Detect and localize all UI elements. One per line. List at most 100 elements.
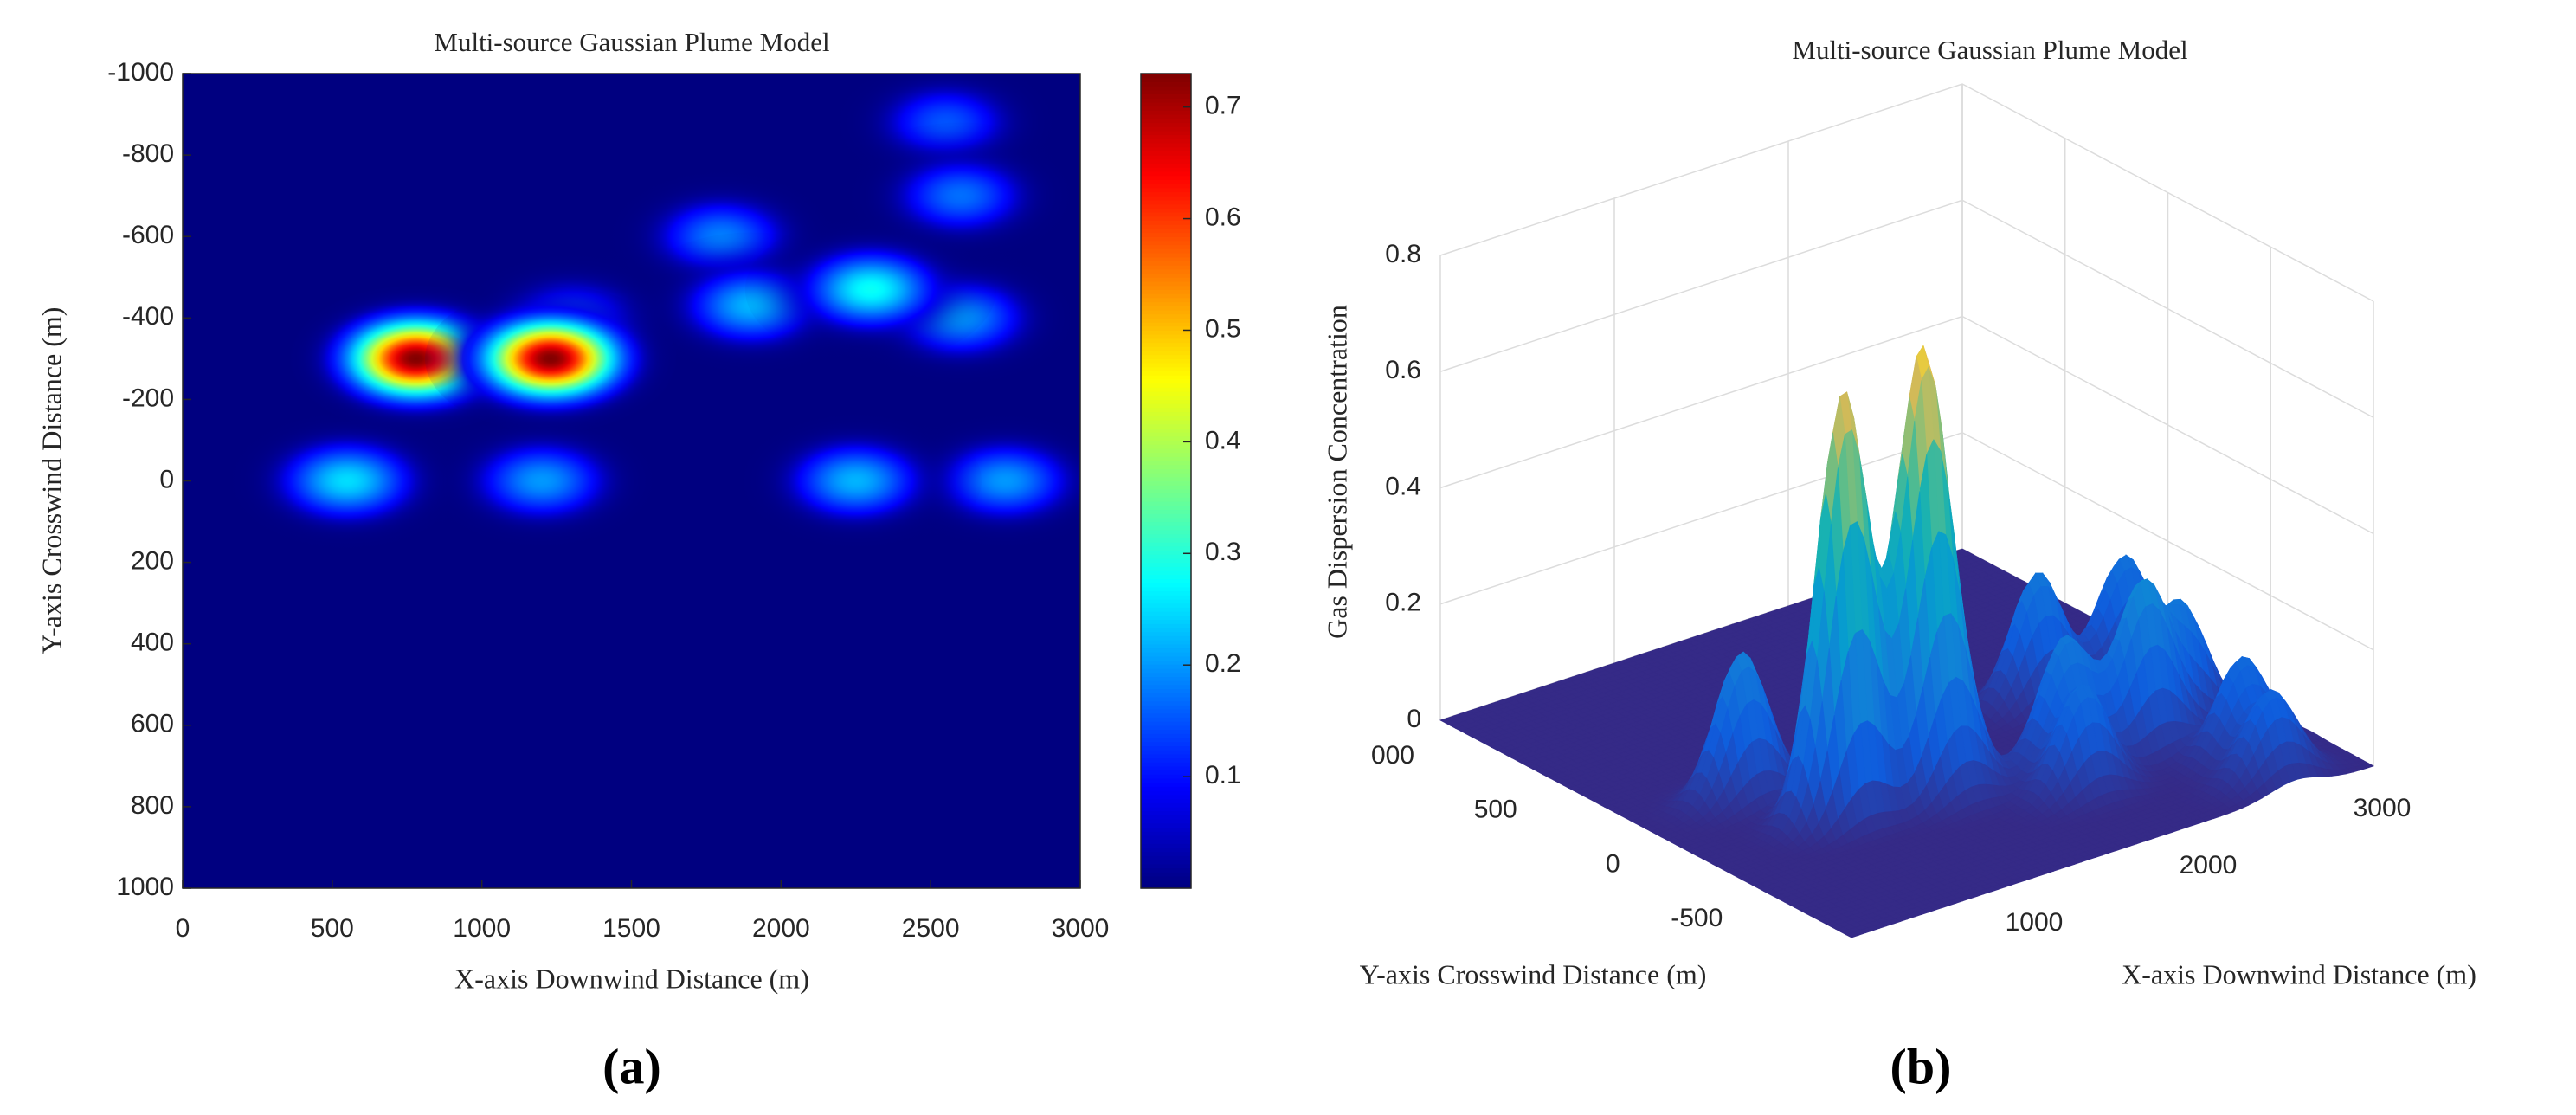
plume	[744, 216, 997, 364]
x-tick-label: 2500	[902, 914, 960, 943]
colorbar-cell	[1141, 277, 1191, 282]
colorbar-cell	[1141, 786, 1191, 791]
colorbar-cell	[1141, 146, 1191, 151]
colorbar-cell	[1141, 338, 1191, 344]
colorbar-cell	[1141, 318, 1191, 323]
colorbar-cell	[1141, 306, 1191, 311]
colorbar-cell	[1141, 309, 1191, 315]
colorbar-cell	[1141, 139, 1191, 144]
colorbar-cell	[1141, 611, 1191, 616]
colorbar-cell	[1141, 558, 1191, 564]
colorbar-cell	[1141, 253, 1191, 258]
colorbar-cell	[1141, 831, 1191, 836]
colorbar-cell	[1141, 667, 1191, 674]
colorbar-cell	[1141, 122, 1191, 127]
colorbar-cell	[1141, 664, 1191, 669]
colorbar-cell	[1141, 721, 1191, 726]
colorbar-cell	[1141, 517, 1191, 523]
colorbar-cell	[1141, 777, 1191, 783]
colorbar-cell	[1141, 346, 1191, 351]
colorbar-cell	[1141, 725, 1191, 731]
colorbar-cell	[1141, 627, 1191, 633]
chart-title: Multi-source Gaussian Plume Model	[1792, 35, 2187, 65]
colorbar-cell	[1141, 485, 1191, 490]
colorbar-cell	[1141, 390, 1191, 396]
colorbar-cell	[1141, 843, 1191, 848]
colorbar-cell	[1141, 521, 1191, 526]
colorbar-cell	[1141, 464, 1191, 469]
surface	[1439, 345, 2375, 938]
colorbar-cell	[1141, 273, 1191, 278]
colorbar-cell	[1141, 158, 1191, 164]
colorbar-cell	[1141, 708, 1191, 714]
colorbar-cell	[1141, 855, 1191, 860]
colorbar-cell	[1141, 753, 1191, 759]
x-axis-label: X-axis Downwind Distance (m)	[454, 963, 809, 994]
x-tick-label: 1000	[453, 914, 511, 943]
colorbar-cell	[1141, 493, 1191, 498]
colorbar-cell	[1141, 712, 1191, 718]
colorbar-cell	[1141, 236, 1191, 242]
colorbar-cell	[1141, 366, 1191, 372]
colorbar-cell	[1141, 765, 1191, 771]
colorbar-cell	[1141, 598, 1191, 604]
colorbar-cell	[1141, 513, 1191, 519]
colorbar-cell	[1141, 399, 1191, 404]
colorbar-cell	[1141, 134, 1191, 139]
colorbar-cell	[1141, 774, 1191, 779]
colorbar-cell	[1141, 203, 1191, 209]
colorbar-cell	[1141, 208, 1191, 213]
colorbar-cell	[1141, 248, 1191, 254]
plume	[415, 407, 667, 555]
colorbar-cell	[1141, 586, 1191, 592]
colorbar-cell	[1141, 733, 1191, 738]
colorbar-cell	[1141, 717, 1191, 722]
colorbar-cell	[1141, 590, 1191, 596]
colorbar-cell	[1141, 525, 1191, 531]
colorbar-cell	[1141, 444, 1191, 449]
plume	[424, 285, 677, 433]
colorbar-cell	[1141, 839, 1191, 844]
colorbar-cell	[1141, 268, 1191, 274]
colorbar-cell	[1141, 655, 1191, 661]
colorbar-cell	[1141, 350, 1191, 356]
colorbar-cell	[1141, 196, 1191, 201]
colorbar-cell	[1141, 280, 1191, 287]
colorbar-cell	[1141, 77, 1191, 83]
colorbar-cell	[1141, 631, 1191, 636]
colorbar-cell	[1141, 860, 1191, 865]
y-tick-label: 0	[159, 465, 174, 493]
colorbar-cell	[1141, 880, 1191, 885]
colorbar-cell	[1141, 411, 1191, 416]
colorbar-cell	[1141, 480, 1191, 486]
colorbar-cell	[1141, 74, 1191, 79]
colorbar-cell	[1141, 354, 1191, 359]
colorbar-cell	[1141, 815, 1191, 820]
colorbar-cell	[1141, 550, 1191, 555]
colorbar-cell	[1141, 696, 1191, 702]
colorbar-cell	[1141, 798, 1191, 803]
panel-label: (a)	[602, 1038, 661, 1094]
colorbar-cell	[1141, 473, 1191, 478]
y-tick-label: -600	[122, 221, 174, 249]
colorbar-cell	[1141, 375, 1191, 380]
colorbar-cell	[1141, 757, 1191, 763]
colorbar-cell	[1141, 126, 1191, 132]
colorbar-cell	[1141, 407, 1191, 413]
colorbar-tick-label: 0.3	[1205, 538, 1241, 566]
y-tick-label: 400	[131, 628, 174, 657]
colorbar-cell	[1141, 440, 1191, 445]
colorbar-cell	[1141, 330, 1191, 335]
colorbar-cell	[1141, 432, 1191, 437]
colorbar-cell	[1141, 847, 1191, 853]
colorbar-cell	[1141, 167, 1191, 172]
colorbar-cell	[1141, 782, 1191, 787]
colorbar-cell	[1141, 872, 1191, 877]
colorbar-cell	[1141, 562, 1191, 567]
colorbar-cell	[1141, 261, 1191, 266]
heatmap	[221, 74, 1080, 555]
colorbar-cell	[1141, 322, 1191, 327]
x-tick-label: 2000	[752, 914, 810, 943]
colorbar-cell	[1141, 313, 1191, 319]
colorbar-cell	[1141, 676, 1191, 681]
